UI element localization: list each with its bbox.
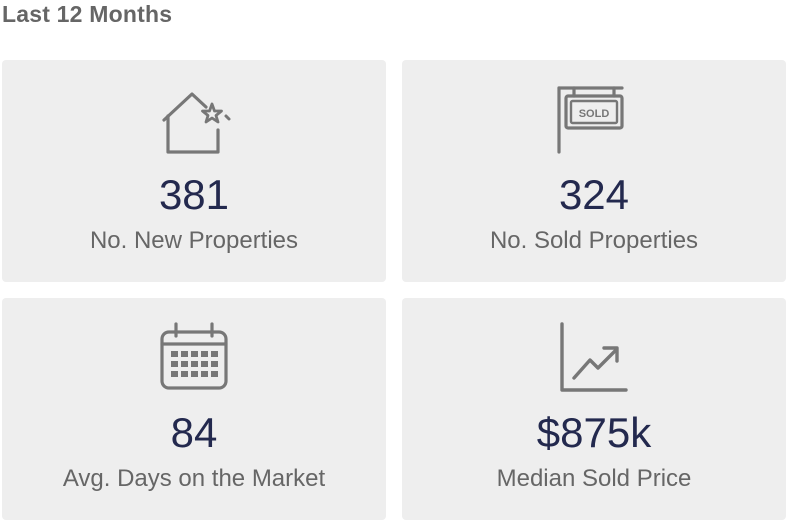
stat-card-new-properties: 381 No. New Properties bbox=[2, 60, 386, 282]
trend-chart-icon bbox=[554, 318, 634, 398]
median-price-value: $875k bbox=[536, 409, 652, 456]
house-star-icon bbox=[154, 80, 234, 160]
stat-card-days-on-market: 84 Avg. Days on the Market bbox=[2, 298, 386, 520]
days-on-market-label: Avg. Days on the Market bbox=[62, 465, 326, 492]
median-price-label: Median Sold Price bbox=[496, 465, 692, 492]
stat-card-sold-properties: SOLD 324 No. Sold Properties bbox=[402, 60, 786, 282]
new-properties-value: 381 bbox=[158, 171, 230, 218]
sold-properties-label: No. Sold Properties bbox=[489, 227, 699, 254]
sold-sign-icon: SOLD bbox=[554, 80, 634, 160]
days-on-market-value: 84 bbox=[170, 409, 218, 456]
calendar-icon bbox=[154, 318, 234, 398]
sold-properties-value: 324 bbox=[558, 171, 630, 218]
new-properties-label: No. New Properties bbox=[89, 227, 299, 254]
sold-sign-text: SOLD bbox=[579, 108, 610, 120]
stat-card-median-price: $875k Median Sold Price bbox=[402, 298, 786, 520]
section-title: Last 12 Months bbox=[2, 1, 173, 27]
